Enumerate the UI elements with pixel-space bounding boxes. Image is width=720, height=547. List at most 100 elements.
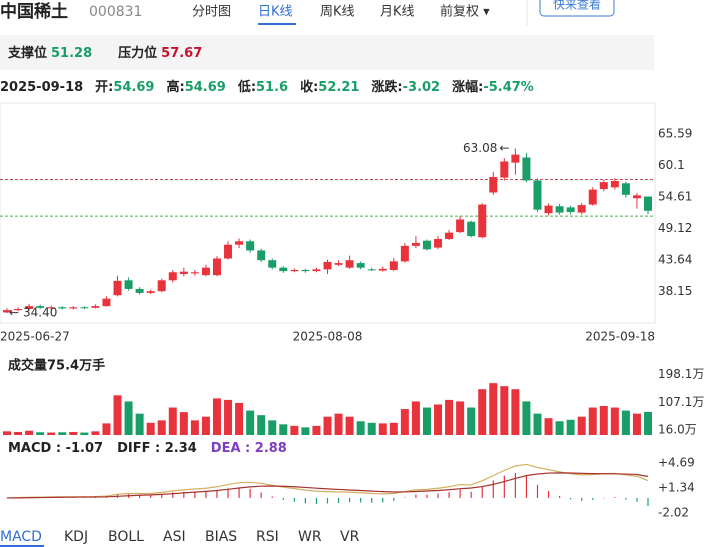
macd-tick-label: +1.34 bbox=[658, 480, 695, 494]
volume-bar bbox=[190, 420, 199, 435]
macd-bar bbox=[139, 494, 141, 498]
levels-row: 支撑位 51.28 压力位 57.67 bbox=[7, 45, 202, 61]
promo-button[interactable] bbox=[539, 0, 615, 17]
macd-bar bbox=[415, 494, 417, 498]
candle-body bbox=[378, 268, 387, 271]
indicator-tab[interactable]: RSI bbox=[256, 529, 279, 545]
volume-bar bbox=[179, 412, 188, 435]
period-tab[interactable]: 周K线 bbox=[320, 5, 355, 20]
volume-bar bbox=[36, 432, 45, 435]
candle-body bbox=[301, 269, 310, 272]
levels-box bbox=[0, 35, 654, 70]
quote-value: 54.69 bbox=[185, 80, 226, 95]
low-annotation: 34.40 bbox=[23, 306, 57, 320]
price-tick-label: 38.15 bbox=[658, 284, 692, 298]
candle-body bbox=[621, 183, 630, 195]
macd-bar bbox=[481, 486, 483, 498]
volume-bar bbox=[644, 411, 652, 435]
volume-bar bbox=[201, 416, 210, 435]
candle-body bbox=[290, 269, 299, 272]
legend-label: MACD : bbox=[8, 441, 66, 456]
candle-body bbox=[555, 206, 564, 213]
macd-bar bbox=[536, 484, 539, 498]
candle-body bbox=[25, 306, 34, 309]
candle-body bbox=[113, 280, 122, 296]
legend-value: -1.07 bbox=[66, 441, 103, 456]
candle-body bbox=[157, 280, 166, 292]
macd-bar bbox=[525, 475, 528, 498]
period-tab[interactable]: 分时图 bbox=[192, 5, 231, 20]
macd-bar bbox=[581, 497, 583, 501]
candle-body bbox=[190, 272, 199, 274]
candle-body bbox=[146, 291, 155, 293]
macd-bar bbox=[603, 497, 605, 499]
volume-bar bbox=[555, 421, 564, 435]
macd-bar bbox=[448, 491, 450, 498]
candle-body bbox=[599, 182, 608, 190]
price-tick-label: 54.61 bbox=[658, 190, 692, 204]
quote-row: 2025-09-18 开:54.69 高:54.69 低:51.6 收:52.21 涨跌:… bbox=[0, 79, 534, 95]
candle-body bbox=[566, 207, 575, 212]
macd-bar bbox=[570, 497, 572, 500]
period-tab[interactable]: 日K线 bbox=[258, 5, 293, 20]
candle-body bbox=[212, 258, 221, 276]
quote-label: 开: bbox=[95, 80, 113, 95]
indicator-tab[interactable]: MACD bbox=[0, 529, 42, 545]
indicator-tab[interactable]: VR bbox=[340, 529, 360, 545]
macd-bar bbox=[183, 491, 185, 498]
price-tick-label: 49.12 bbox=[658, 221, 692, 235]
quote-value: 54.69 bbox=[113, 80, 154, 95]
macd-bar bbox=[393, 497, 395, 501]
period-tab[interactable]: 月K线 bbox=[380, 5, 415, 20]
candle-body bbox=[257, 250, 266, 261]
price-tick-label: 60.1 bbox=[658, 158, 685, 172]
indicator-tab[interactable]: BOLL bbox=[108, 529, 144, 545]
diff-line bbox=[6, 463, 649, 499]
volume-bar bbox=[279, 424, 288, 435]
arrow: ← bbox=[499, 141, 509, 155]
indicator-tab[interactable]: BIAS bbox=[205, 529, 237, 545]
volume-bar bbox=[3, 431, 11, 435]
support-label: 支撑位 bbox=[7, 45, 47, 61]
legend-label: DEA : bbox=[211, 441, 255, 456]
volume-bar bbox=[323, 416, 332, 435]
volume-bar bbox=[389, 422, 398, 435]
candle-body bbox=[389, 261, 398, 270]
candle-body bbox=[58, 307, 67, 309]
volume-bar bbox=[511, 389, 520, 435]
volume-tick-label: 16.0万 bbox=[658, 423, 697, 437]
indicator-tab[interactable]: KDJ bbox=[64, 529, 88, 545]
candle-body bbox=[69, 307, 78, 309]
date-label: 2025-09-18 bbox=[585, 330, 655, 344]
macd-bar bbox=[227, 488, 229, 498]
macd-bar bbox=[404, 497, 406, 498]
candle-body bbox=[124, 280, 133, 289]
volume-bar bbox=[367, 422, 376, 435]
period-tab[interactable]: 前复权 ▾ bbox=[440, 4, 490, 20]
indicator-tab[interactable]: WR bbox=[298, 529, 322, 545]
macd-bar bbox=[470, 491, 472, 498]
volume-bar bbox=[400, 409, 409, 435]
macd-bar bbox=[426, 494, 428, 498]
volume-bar bbox=[356, 421, 365, 435]
volume-bar bbox=[456, 401, 465, 435]
quote-label: 收: bbox=[300, 79, 318, 95]
candle-body bbox=[345, 260, 354, 268]
candle-body bbox=[201, 267, 210, 276]
candle-body bbox=[279, 267, 288, 272]
volume-bar bbox=[621, 410, 630, 435]
candle-body bbox=[168, 272, 177, 281]
volume-bar bbox=[445, 399, 454, 435]
candle-body bbox=[356, 263, 365, 268]
volume-bar bbox=[632, 413, 641, 435]
date-label: 2025-08-08 bbox=[293, 330, 363, 344]
high-annotation: 63.08 bbox=[463, 141, 497, 155]
candle-body bbox=[610, 181, 619, 188]
indicator-tab[interactable]: ASI bbox=[163, 529, 186, 545]
volume-bar bbox=[544, 418, 553, 435]
promo-button-text[interactable]: 快来查看 bbox=[553, 0, 601, 12]
volume-bar bbox=[312, 425, 321, 435]
quote-label: 涨跌: bbox=[370, 79, 402, 95]
volume-bar bbox=[522, 401, 531, 435]
